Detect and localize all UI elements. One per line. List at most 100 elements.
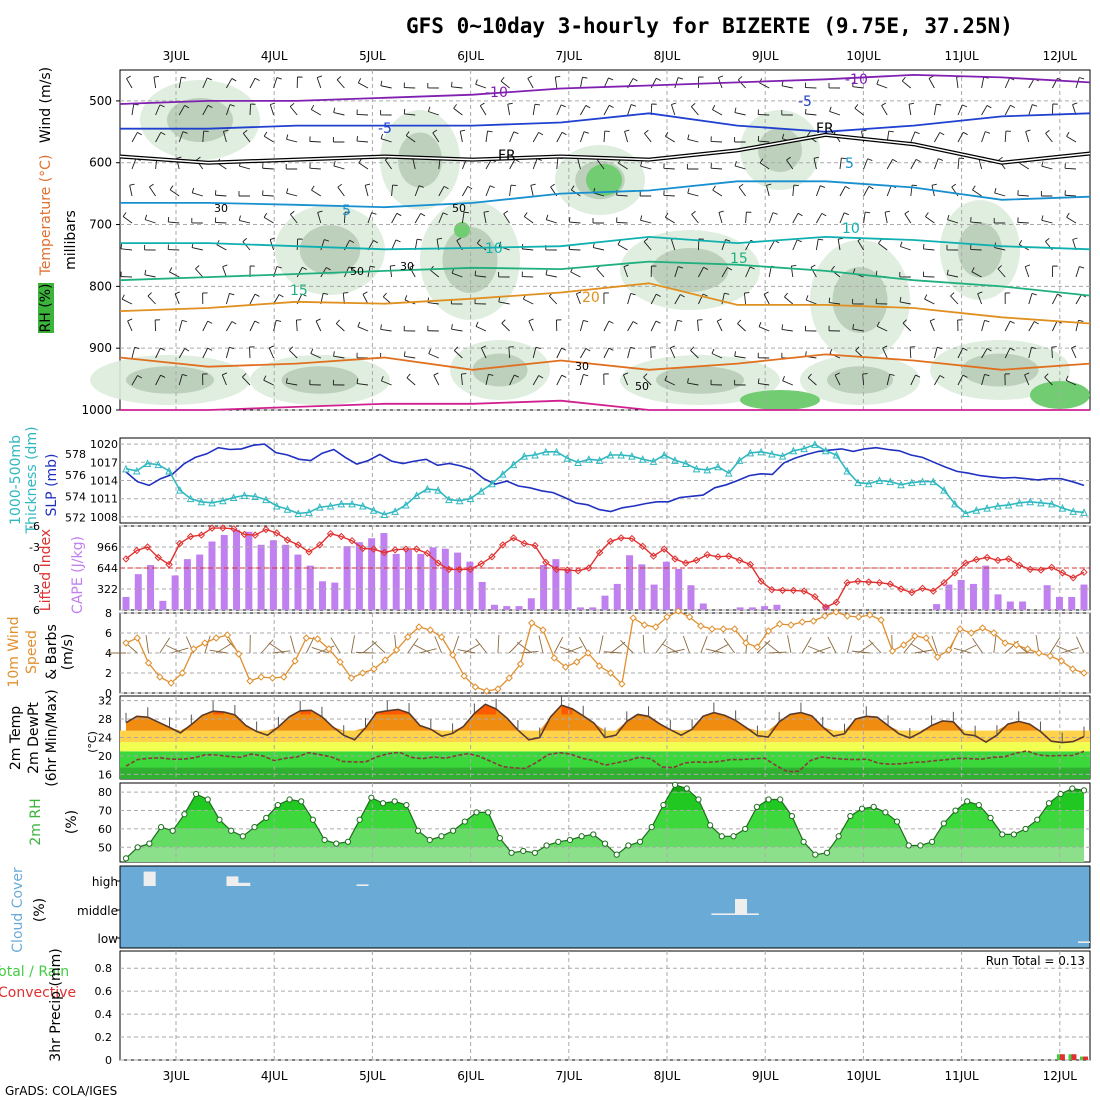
- lifted-marker: [951, 569, 959, 577]
- wind-barb: [302, 266, 307, 270]
- lifted-marker: [412, 545, 421, 553]
- wind-barb: [451, 324, 453, 330]
- wind-barb: [286, 192, 298, 197]
- wind-barb: [585, 105, 591, 109]
- wind10m-marker: [978, 624, 987, 632]
- wind-barb: [120, 243, 123, 249]
- wind-barb: [784, 292, 789, 298]
- wind-barb: [939, 132, 945, 136]
- wind-barb: [834, 372, 840, 376]
- wind-barb: [356, 114, 369, 116]
- wind-barb: [925, 216, 935, 224]
- wind-barb: [523, 298, 534, 305]
- thickness-marker: [1037, 498, 1045, 507]
- wind-barb: [892, 159, 898, 163]
- wind-barb: [459, 131, 463, 143]
- slp-line: [125, 443, 1085, 513]
- contour-label: 5: [845, 156, 854, 172]
- wind-barb: [737, 76, 743, 81]
- wind10m-marker: [471, 683, 480, 691]
- wind-barb: [242, 376, 251, 386]
- wind-barb: [951, 183, 957, 188]
- wind-barb: [687, 138, 699, 143]
- rh2m-marker: [216, 816, 223, 823]
- rh2m-marker: [414, 827, 422, 834]
- wind-barb: [580, 105, 587, 116]
- lifted-marker: [768, 585, 776, 594]
- wind-barb: [337, 183, 343, 188]
- wind10m-barb: [508, 639, 523, 654]
- thickness-marker: [660, 450, 669, 459]
- lifted-marker: [908, 588, 916, 597]
- wind10m-marker: [775, 620, 784, 628]
- wind-barb: [289, 102, 295, 107]
- wind-barb: [317, 212, 322, 224]
- wind-barb: [467, 186, 473, 190]
- wind-barb: [317, 210, 323, 213]
- wind-barb: [655, 293, 661, 297]
- wind10m-marker: [730, 625, 739, 633]
- wind-barb: [1078, 319, 1084, 322]
- lifted-marker: [854, 577, 862, 586]
- rh2m-marker: [555, 838, 562, 845]
- lifted-marker: [606, 537, 615, 546]
- wind-barb: [664, 131, 669, 137]
- wind-barb: [1017, 221, 1029, 224]
- wind-barb: [821, 213, 827, 217]
- lifted-marker: [143, 543, 152, 551]
- wind-barb: [202, 320, 209, 332]
- wind-barb: [1041, 215, 1044, 221]
- thickness-marker: [402, 500, 410, 509]
- lifted-marker: [994, 556, 1002, 565]
- rh-shade-dense: [651, 248, 729, 292]
- wind-barb: [311, 109, 322, 116]
- wind-barb: [603, 130, 606, 143]
- wind-barb: [831, 265, 835, 271]
- wind-barb: [169, 267, 173, 273]
- wind-barb: [270, 102, 276, 105]
- wind-barb: [181, 319, 187, 323]
- wind-barb: [155, 347, 161, 359]
- wind-barb: [249, 293, 256, 305]
- cape-bar: [196, 554, 204, 610]
- wind-barb: [343, 292, 349, 294]
- wind10m-barb: [851, 650, 870, 654]
- wind-barb: [981, 131, 986, 143]
- wind-barb: [570, 271, 581, 278]
- rh2m-marker: [321, 836, 328, 844]
- wind-barb: [276, 266, 282, 269]
- wind-barb: [1019, 162, 1030, 170]
- wind-barb: [178, 320, 183, 332]
- isotherm-20: [119, 282, 1091, 325]
- rh2m-marker: [157, 823, 165, 831]
- wind-barb: [223, 131, 227, 143]
- wind10m-marker: [990, 629, 998, 637]
- lifted-marker: [757, 577, 765, 586]
- run-total-label: Run Total = 0.13: [986, 954, 1085, 968]
- wind-barb: [358, 82, 369, 89]
- thickness-axis-label: 1000-500mb: [8, 435, 24, 525]
- wind-barb: [278, 294, 284, 298]
- rh-shade-dense: [656, 366, 744, 394]
- lifted-marker: [714, 553, 722, 561]
- wind-barb: [664, 379, 675, 386]
- thickness-marker: [488, 479, 496, 488]
- top-day-label: 4JUL: [261, 49, 288, 63]
- wind-barb: [488, 373, 494, 376]
- wind-barb: [884, 210, 891, 213]
- lifted-marker: [488, 553, 496, 561]
- cape-bar: [478, 581, 486, 610]
- wind-barb: [781, 328, 793, 332]
- rh2m-marker: [929, 838, 936, 845]
- wind-barb: [889, 373, 895, 376]
- temp2m-unit-label: (°C): [86, 731, 99, 753]
- wind-barb: [403, 351, 406, 357]
- wind10m-marker: [415, 623, 423, 631]
- wind-barb: [691, 103, 696, 107]
- wind10m-marker: [1080, 669, 1088, 677]
- wind-barb: [222, 266, 227, 278]
- wind-barb: [538, 375, 544, 379]
- wind-barb: [737, 319, 742, 324]
- wind-barb: [727, 267, 733, 271]
- cape-bar: [220, 535, 228, 610]
